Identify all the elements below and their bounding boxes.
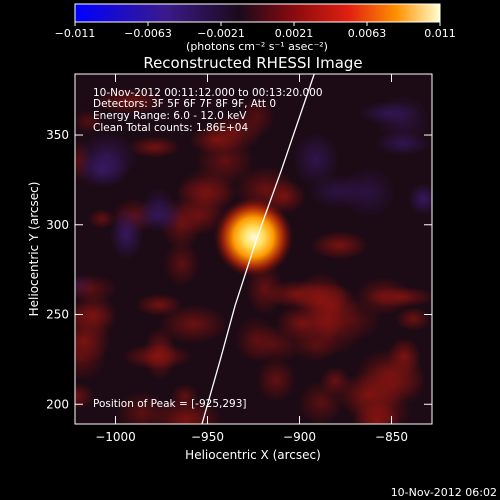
mottle-blob <box>132 199 186 233</box>
x-axis-label: Heliocentric X (arcsec) <box>185 448 321 462</box>
mottle-blob <box>87 208 116 229</box>
colorbar-gradient <box>74 3 441 23</box>
mottle-blob <box>264 280 329 309</box>
mottle-blob <box>366 286 432 308</box>
colorbar-units: (photons cm⁻² s⁻¹ asec⁻²) <box>186 40 328 53</box>
colorbar-tick-label: 0.0021 <box>275 27 314 40</box>
colorbar-ticks: −0.011 −0.0063 −0.0021 0.0021 0.0063 0.011 <box>55 22 456 40</box>
mottle-blob <box>298 380 344 424</box>
mottle-blob <box>407 183 432 216</box>
mottle-blob <box>75 334 108 382</box>
y-tick-label: 350 <box>46 128 69 142</box>
mottle-blob <box>275 305 328 341</box>
x-tick-label: −1000 <box>95 430 136 444</box>
y-axis-label: Heliocentric Y (arcsec) <box>27 182 41 317</box>
mottle-blob <box>75 382 96 411</box>
mottle-blob <box>170 383 199 409</box>
mottle-blob <box>174 197 225 236</box>
y-tick-label: 250 <box>46 308 69 322</box>
y-tick-label: 200 <box>46 397 69 411</box>
mottle-blob <box>395 306 432 332</box>
mottle-blob <box>76 132 139 180</box>
mottle-blob <box>291 131 340 188</box>
mottle-blob <box>373 93 432 146</box>
solar-limb-line <box>201 74 315 424</box>
peak-position-label: Position of Peak = [-925,293] <box>93 398 247 410</box>
chart-title: Reconstructed RHESSI Image <box>143 54 362 72</box>
x-tick-label: −850 <box>375 430 408 444</box>
mottle-blob <box>158 304 229 345</box>
info-clean: Clean Total counts: 1.86E+04 <box>93 122 248 134</box>
mottle-blob <box>75 109 104 134</box>
x-tick-label: −950 <box>191 430 224 444</box>
y-tick-label: 300 <box>46 218 69 232</box>
background-mottle <box>75 87 432 424</box>
timestamp: 10-Nov-2012 06:02 <box>391 486 497 499</box>
x-axis-ticks: −1000 −950 −900 −850 <box>95 74 408 444</box>
mottle-blob <box>237 95 276 138</box>
mottle-blob <box>75 291 117 340</box>
mottle-blob <box>143 326 177 380</box>
mottle-blob <box>374 131 432 157</box>
mottle-blob <box>322 299 383 341</box>
info-time-range: 10-Nov-2012 00:11:12.000 to 00:13:20.000 <box>93 87 323 99</box>
mottle-blob <box>163 240 201 287</box>
colorbar-tick-label: −0.011 <box>55 27 96 40</box>
plot-frame <box>74 73 433 425</box>
mottle-blob <box>310 230 369 260</box>
mottle-blob <box>189 125 244 154</box>
flare-source <box>213 197 294 278</box>
mottle-blob <box>233 315 278 363</box>
mottle-blob <box>339 166 398 219</box>
mottle-blob <box>256 357 297 403</box>
info-block: 10-Nov-2012 00:11:12.000 to 00:13:20.000… <box>93 87 323 410</box>
mottle-blob <box>353 401 401 424</box>
info-energy: Energy Range: 6.0 - 12.0 keV <box>93 110 247 122</box>
mottle-blob <box>128 136 181 159</box>
colorbar: −0.011 −0.0063 −0.0021 0.0021 0.0063 0.011 (p… <box>55 3 456 53</box>
y-axis-ticks: 200 250 300 350 <box>46 128 432 411</box>
image-panel <box>75 74 432 424</box>
colorbar-tick-label: 0.0063 <box>348 27 387 40</box>
info-detectors: Detectors: 3F 5F 6F 7F 8F 9F, Att 0 <box>93 98 276 110</box>
colorbar-tick-label: −0.0063 <box>124 27 172 40</box>
mottle-blob <box>93 87 166 116</box>
colorbar-tick-label: 0.011 <box>424 27 456 40</box>
x-tick-label: −900 <box>283 430 316 444</box>
colorbar-tick-label: −0.0021 <box>197 27 245 40</box>
